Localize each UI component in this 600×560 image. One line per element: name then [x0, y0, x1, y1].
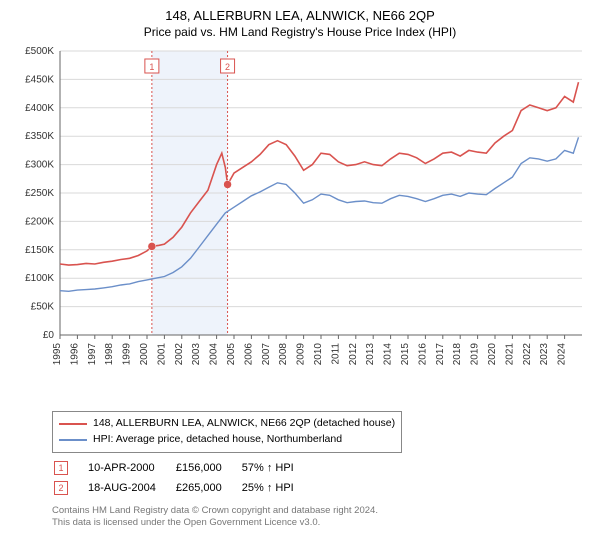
legend: 148, ALLERBURN LEA, ALNWICK, NE66 2QP (d… — [52, 411, 402, 453]
svg-text:2018: 2018 — [452, 343, 463, 366]
svg-text:2010: 2010 — [313, 343, 324, 366]
svg-text:2013: 2013 — [365, 343, 376, 366]
svg-text:£250K: £250K — [25, 188, 54, 199]
svg-text:2003: 2003 — [191, 343, 202, 366]
svg-text:£0: £0 — [43, 330, 55, 341]
svg-text:£400K: £400K — [25, 103, 54, 114]
svg-text:2: 2 — [225, 62, 230, 72]
svg-text:2000: 2000 — [139, 343, 150, 366]
page-subtitle: Price paid vs. HM Land Registry's House … — [12, 25, 588, 39]
svg-text:1998: 1998 — [104, 343, 115, 366]
svg-text:2006: 2006 — [243, 343, 254, 366]
series-hpi — [60, 137, 579, 291]
svg-text:2009: 2009 — [296, 343, 307, 366]
svg-text:2011: 2011 — [330, 343, 341, 365]
svg-text:1999: 1999 — [122, 343, 133, 366]
svg-text:£50K: £50K — [31, 302, 55, 313]
svg-text:2015: 2015 — [400, 343, 411, 366]
svg-text:2004: 2004 — [209, 343, 220, 366]
footer-attribution: Contains HM Land Registry data © Crown c… — [52, 505, 588, 530]
svg-text:£200K: £200K — [25, 216, 54, 227]
svg-text:£100K: £100K — [25, 273, 54, 284]
svg-text:2020: 2020 — [487, 343, 498, 366]
svg-text:1996: 1996 — [69, 343, 80, 366]
svg-text:2014: 2014 — [383, 343, 394, 366]
legend-item: 148, ALLERBURN LEA, ALNWICK, NE66 2QP (d… — [59, 416, 395, 432]
svg-text:2007: 2007 — [261, 343, 272, 366]
svg-text:2002: 2002 — [174, 343, 185, 366]
svg-text:2023: 2023 — [539, 343, 550, 366]
price-chart: £0 £50K £100K £150K £200K £250K £300K £350K £400… — [12, 45, 588, 405]
svg-text:2019: 2019 — [470, 343, 481, 366]
svg-text:2008: 2008 — [278, 343, 289, 366]
svg-text:2017: 2017 — [435, 343, 446, 366]
svg-text:£300K: £300K — [25, 160, 54, 171]
transaction-row: 110-APR-2000£156,00057% ↑ HPI — [54, 459, 312, 477]
svg-text:2021: 2021 — [504, 343, 515, 366]
svg-text:£500K: £500K — [25, 46, 54, 57]
transaction-row: 218-AUG-2004£265,00025% ↑ HPI — [54, 479, 312, 497]
svg-text:1995: 1995 — [52, 343, 63, 366]
svg-text:£350K: £350K — [25, 131, 54, 142]
svg-text:1997: 1997 — [87, 343, 98, 366]
transaction-table: 110-APR-2000£156,00057% ↑ HPI 218-AUG-200… — [52, 457, 314, 499]
page-title: 148, ALLERBURN LEA, ALNWICK, NE66 2QP — [12, 8, 588, 23]
svg-text:2012: 2012 — [348, 343, 359, 366]
svg-text:1: 1 — [149, 62, 154, 72]
svg-text:2024: 2024 — [557, 343, 568, 366]
svg-text:2001: 2001 — [156, 343, 167, 366]
svg-text:2005: 2005 — [226, 343, 237, 366]
svg-text:2022: 2022 — [522, 343, 533, 366]
series-property — [60, 82, 579, 265]
svg-text:£150K: £150K — [25, 245, 54, 256]
svg-text:2016: 2016 — [417, 343, 428, 366]
legend-item: HPI: Average price, detached house, Nort… — [59, 432, 395, 448]
svg-text:£450K: £450K — [25, 74, 54, 85]
